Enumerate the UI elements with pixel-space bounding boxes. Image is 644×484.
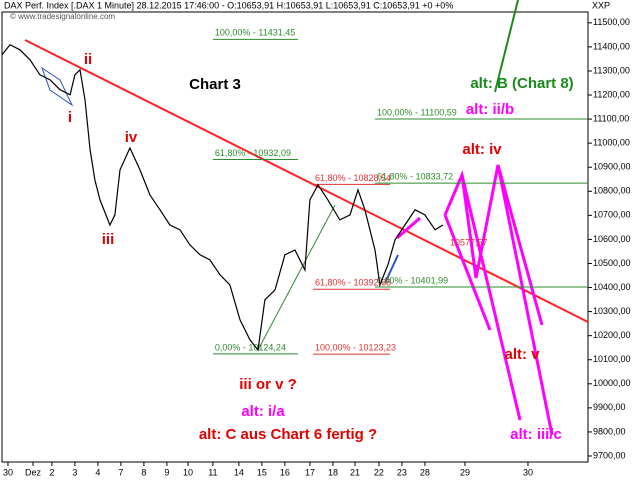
x-tick-label: 30: [3, 467, 13, 477]
fib-label: 61,80% - 10932,09: [215, 148, 291, 158]
x-tick-label: 21: [350, 467, 360, 477]
annotation: alt: ii/b: [466, 101, 514, 118]
trend-label: 10577,57: [450, 237, 488, 247]
x-tick-label: 17: [305, 467, 315, 477]
fib-label: 61,80% - 10828,54: [315, 173, 391, 183]
guide-line: [384, 254, 399, 284]
x-tick-label: 30: [523, 467, 533, 477]
y-tick-label: 11500,00: [593, 17, 630, 27]
y-tick-label: 10000,00: [593, 378, 631, 388]
annotation: i: [68, 109, 72, 126]
y-tick-label: 10900,00: [593, 162, 631, 172]
y-tick-label: 11000,00: [593, 138, 630, 148]
chart-title: DAX Perf. Index [.DAX 1 Minute] 28.12.20…: [4, 0, 453, 10]
y-tick-label: 10500,00: [593, 258, 631, 268]
annotation: alt: iii/c: [510, 426, 562, 443]
x-tick-label: 28: [420, 467, 430, 477]
x-tick-label: 23: [397, 467, 407, 477]
y-tick-label: 10400,00: [593, 282, 631, 292]
y-tick-label: 9700,00: [593, 450, 626, 460]
annotation: alt: iv: [462, 141, 502, 158]
x-tick-label: 22: [374, 467, 384, 477]
x-tick-label: 3: [72, 467, 77, 477]
fib-label: 61,80% - 10833,72: [377, 172, 453, 182]
y-tick-label: 10800,00: [593, 186, 631, 196]
price-line: [1, 43, 444, 352]
annotation: alt: C aus Chart 6 fertig ?: [199, 426, 377, 443]
projection: [460, 164, 544, 326]
y-tick-label: 10600,00: [593, 234, 631, 244]
fib-label: 100,00% - 11100,59: [377, 107, 457, 117]
x-tick-label: 10: [183, 467, 193, 477]
x-tick-label: 11: [208, 467, 217, 477]
y-tick-label: 11100,00: [593, 113, 629, 123]
y-tick-label: 9900,00: [593, 402, 626, 412]
annotation: alt: i/a: [241, 403, 285, 420]
x-tick-label: 2: [49, 467, 54, 477]
projection: [443, 214, 492, 331]
annotation: alt: B (Chart 8): [470, 75, 573, 92]
y-tick-label: 10700,00: [593, 210, 631, 220]
watermark: © www.tradesignalonline.com: [10, 12, 115, 21]
wave-box: [41, 66, 74, 107]
x-tick-label: 18: [328, 467, 338, 477]
x-tick-label: 7: [118, 467, 123, 477]
annotation: iv: [125, 129, 138, 146]
axis-unit: XXP: [592, 0, 610, 10]
x-tick-label: 4: [95, 467, 100, 477]
fib-label: 0,00% - 10124,24: [215, 342, 286, 352]
y-tick-label: 10100,00: [593, 354, 631, 364]
fib-label: 0,00% - 10401,99: [377, 275, 448, 285]
annotation: ii: [84, 51, 92, 68]
annotation: iii: [102, 231, 115, 248]
annotation: Chart 3: [189, 76, 241, 93]
x-tick-label: 9: [164, 467, 169, 477]
plot-frame: [1, 11, 589, 463]
fib-label: 100,00% - 11431,45: [215, 28, 295, 38]
y-tick-label: 10200,00: [593, 330, 631, 340]
y-tick-label: 11200,00: [593, 89, 630, 99]
projection: [494, 0, 519, 93]
y-tick-label: 10300,00: [593, 306, 631, 316]
x-tick-label: 16: [280, 467, 290, 477]
x-tick-label: 8: [141, 467, 146, 477]
fib-label: 61,80% - 10392,68: [315, 278, 391, 288]
x-tick-label: Dez: [25, 467, 42, 477]
fib-label: 100,00% - 10123,23: [315, 343, 396, 353]
x-tick-label: 14: [234, 467, 244, 477]
annotation: alt: v: [504, 346, 540, 363]
y-tick-label: 11300,00: [593, 65, 630, 75]
guide-line: [257, 204, 336, 351]
trend-line: [24, 39, 589, 323]
guide-line: [396, 216, 421, 240]
y-tick-label: 11400,00: [593, 41, 630, 51]
y-tick-label: 9800,00: [593, 426, 626, 436]
projection: [496, 164, 554, 436]
x-tick-label: 15: [257, 467, 267, 477]
annotation: iii or v ?: [239, 376, 297, 393]
x-tick-label: 29: [460, 467, 470, 477]
